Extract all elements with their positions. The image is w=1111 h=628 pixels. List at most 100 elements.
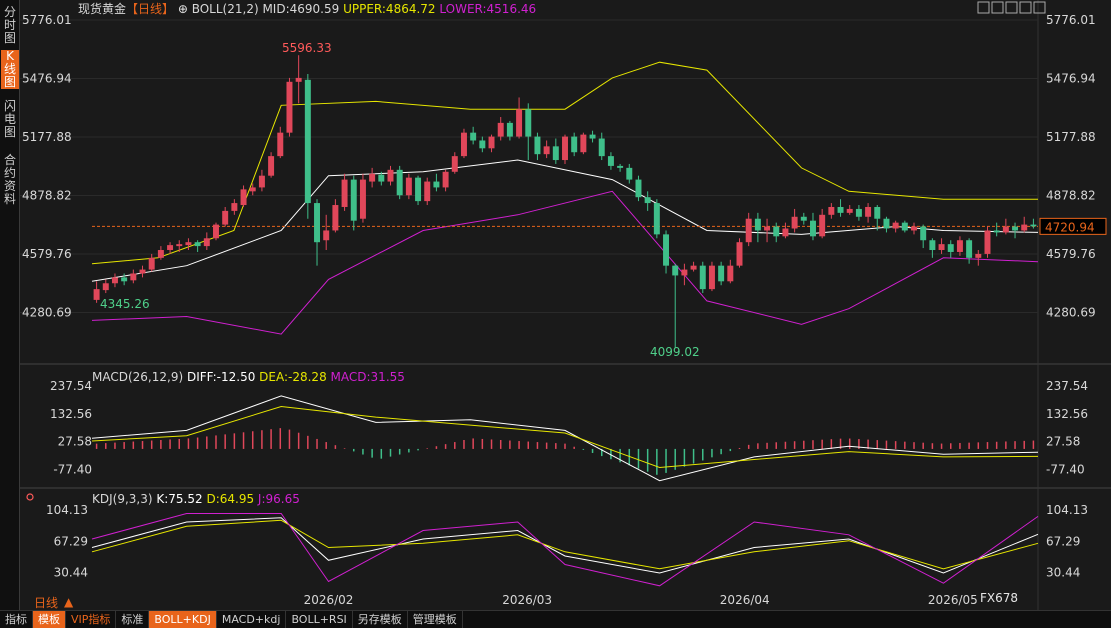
- kdj-header: KDJ(9,3,3) K:75.52 D:64.95 J:96.65: [92, 492, 300, 506]
- date-label-3: 2026/05: [928, 593, 978, 607]
- candle-body-50: [552, 146, 559, 161]
- candle-body-53: [580, 134, 587, 153]
- candle-body-39: [451, 156, 458, 172]
- candle-body-78: [809, 220, 816, 237]
- candle-body-61: [653, 203, 660, 235]
- toolbar-button-8[interactable]: 管理模板: [408, 611, 463, 628]
- candle-body-52: [571, 136, 578, 153]
- collapse-icon[interactable]: [991, 1, 1004, 14]
- toolbar-button-4[interactable]: BOLL+KDJ: [149, 611, 217, 628]
- chart-svg: 5776.01 5776.01 5476.94 5476.94 5177.88 5177.…: [20, 0, 1111, 610]
- candle-body-74: [773, 226, 780, 237]
- candle-body-30: [369, 173, 376, 182]
- price-tick-left-3: 4878.82: [22, 188, 72, 202]
- candle-body-12: [203, 238, 210, 247]
- candle-body-75: [782, 228, 789, 237]
- kdj-header-part-3: J:96.65: [257, 492, 300, 506]
- main-header-part-5: UPPER:4864.72: [343, 2, 439, 16]
- side-tab-3[interactable]: 合约资料: [3, 153, 16, 206]
- toolbar-button-6[interactable]: BOLL+RSI: [286, 611, 353, 628]
- candle-body-84: [865, 206, 872, 217]
- candle-body-48: [534, 136, 541, 155]
- macd-tick-right-3: -77.40: [1046, 462, 1085, 476]
- main-header: 现货黄金【日线】 ⊕ BOLL(21,2) MID:4690.59 UPPER:…: [78, 1, 536, 16]
- candle-body-5: [139, 269, 146, 274]
- side-tab-2[interactable]: 闪电图: [3, 99, 16, 139]
- candle-body-86: [883, 218, 890, 229]
- candle-body-40: [460, 132, 467, 157]
- close-icon[interactable]: [1033, 1, 1046, 14]
- candle-body-89: [911, 226, 917, 231]
- candle-body-72: [754, 218, 761, 231]
- macd-header-part-3: MACD:31.55: [331, 370, 405, 384]
- candle-body-93: [947, 244, 954, 252]
- price-tick-right-0: 5776.01: [1046, 13, 1096, 27]
- toolbar-button-0[interactable]: 指标: [0, 611, 33, 628]
- down-icon[interactable]: [1019, 1, 1032, 14]
- price-tick-left-1: 5476.94: [22, 71, 72, 85]
- candle-body-92: [938, 244, 945, 251]
- candle-body-32: [387, 169, 394, 182]
- macd-dea-line: [91, 405, 1039, 469]
- candle-body-66: [699, 265, 706, 290]
- annotation-low: 4099.02: [650, 345, 700, 359]
- candle-body-7: [157, 250, 164, 258]
- toolbar-button-7[interactable]: 另存模板: [353, 611, 408, 628]
- date-label-0: 2026/02: [304, 593, 354, 607]
- candle-body-42: [479, 140, 486, 149]
- candle-body-47: [525, 109, 532, 137]
- price-tick-left-4: 4579.76: [22, 247, 72, 261]
- candle-body-101: [1021, 224, 1028, 231]
- expand-icon[interactable]: [977, 1, 990, 14]
- kdj-tick-left-0: 104.13: [46, 503, 88, 517]
- macd-tick-right-2: 27.58: [1046, 435, 1080, 449]
- up-icon[interactable]: [1005, 1, 1018, 14]
- settings-dot-icon[interactable]: [26, 493, 34, 501]
- candle-body-37: [433, 181, 440, 188]
- candle-body-18: [258, 175, 265, 188]
- candle-body-71: [745, 218, 752, 243]
- toolbar-button-2[interactable]: VIP指标: [66, 611, 117, 628]
- toolbar-button-5[interactable]: MACD+kdj: [217, 611, 287, 628]
- side-tab-1[interactable]: K线图: [1, 50, 19, 89]
- price-tick-left-0: 5776.01: [22, 13, 72, 27]
- kdj-j-line: [91, 513, 1039, 587]
- candle-body-33: [396, 169, 403, 196]
- candle-body-98: [993, 230, 1000, 233]
- candle-body-21: [286, 81, 293, 133]
- macd-tick-left-3: -77.40: [53, 462, 92, 476]
- current-price-box: [1039, 217, 1107, 235]
- candle-body-29: [359, 179, 366, 219]
- candle-body-15: [231, 203, 238, 211]
- current-price-label: 4720.94: [1045, 220, 1095, 234]
- candle-body-62: [663, 234, 670, 266]
- candle-body-85: [874, 206, 881, 219]
- toolbar-button-3[interactable]: 标准: [116, 611, 150, 628]
- main-header-part-0: 现货黄金: [78, 1, 126, 16]
- watermark: FX678: [980, 591, 1018, 605]
- side-tab-0[interactable]: 分时图: [3, 5, 16, 45]
- kdj-header-part-0: KDJ(9,3,3): [92, 492, 156, 506]
- candle-body-88: [901, 222, 908, 231]
- candle-body-2: [111, 277, 118, 284]
- candle-body-64: [681, 269, 688, 276]
- candle-body-34: [405, 177, 412, 196]
- toolbar-button-1[interactable]: 模板: [33, 611, 66, 628]
- chart-frame: 5776.01 5776.01 5476.94 5476.94 5177.88 5177.…: [20, 0, 1111, 610]
- candle-body-17: [249, 187, 256, 192]
- candle-body-27: [341, 179, 348, 207]
- candle-body-55: [598, 138, 605, 157]
- candle-body-43: [488, 136, 495, 149]
- macd-tick-right-0: 237.54: [1046, 379, 1088, 393]
- candle-body-22: [295, 77, 302, 82]
- candle-body-13: [213, 224, 219, 239]
- candle-body-59: [635, 179, 642, 198]
- period-label: 日线: [34, 596, 58, 610]
- candle-body-63: [672, 265, 679, 276]
- candle-body-83: [855, 208, 862, 217]
- price-tick-right-2: 5177.88: [1046, 130, 1096, 144]
- candle-body-94: [956, 240, 963, 252]
- macd-tick-left-1: 132.56: [50, 407, 92, 421]
- candle-body-96: [975, 253, 982, 258]
- boll-mid-line: [91, 159, 1039, 282]
